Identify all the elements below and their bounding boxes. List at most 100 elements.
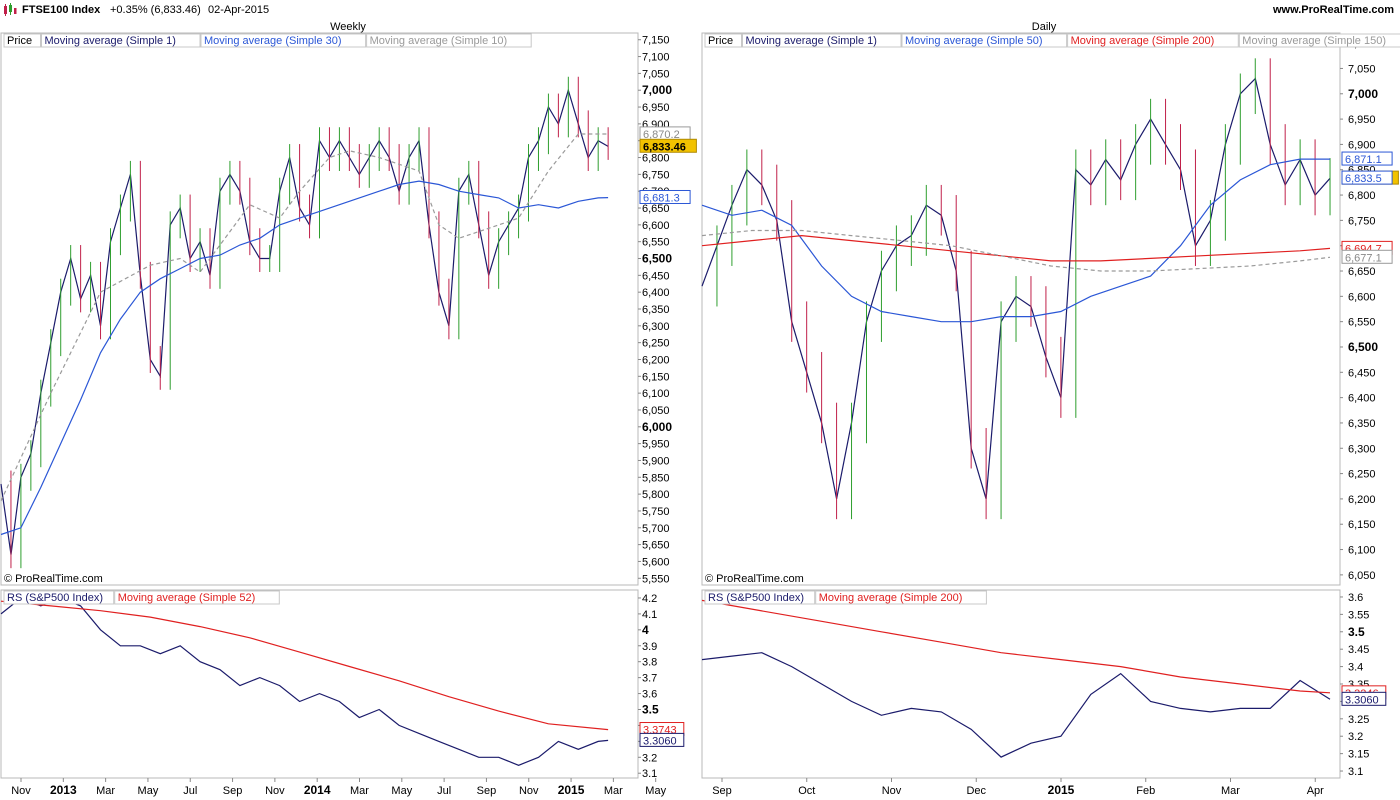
y-tick-label: 3.6: [642, 689, 657, 701]
y-tick-label: 3.9: [642, 641, 657, 653]
y-tick-label: 6,650: [642, 203, 670, 215]
legend-box: [200, 33, 367, 48]
y-tick-label: 7,050: [1348, 63, 1376, 75]
x-tick-label: Dec: [966, 785, 986, 797]
title-bar: FTSE100 Index +0.35% (6,833.46) 02-Apr-2…: [0, 0, 1400, 20]
y-tick-label: 7,100: [642, 52, 670, 64]
value-tag-label: 3.3060: [1345, 694, 1379, 706]
y-tick-label: 6,600: [1348, 291, 1376, 303]
y-tick-label: 3.7: [642, 673, 657, 685]
value-tag-label: 6,871.1: [1345, 154, 1382, 166]
y-tick-label: 6,350: [1348, 418, 1376, 430]
y-tick-label: 3.5: [642, 702, 659, 716]
y-tick-label: 6,400: [642, 287, 670, 299]
y-tick-label: 5,850: [642, 472, 670, 484]
legend-entry: Moving average (Simple 1): [746, 35, 877, 47]
legend-box: [41, 33, 201, 48]
legend-entry: Moving average (Simple 150): [1242, 35, 1386, 47]
x-tick-label: 2013: [50, 783, 77, 797]
y-tick-label: 5,600: [642, 556, 670, 568]
panel-frame: [0, 32, 639, 586]
y-tick-label: 6,450: [1348, 367, 1376, 379]
legend-box: [366, 33, 532, 48]
y-tick-label: 6,800: [1348, 190, 1376, 202]
y-tick-label: 5,550: [642, 573, 670, 585]
y-tick-label: 6,300: [642, 321, 670, 333]
x-tick-label: Sep: [477, 785, 497, 797]
y-tick-label: 6,250: [1348, 469, 1376, 481]
y-tick-label: 3.8: [642, 657, 657, 669]
series-line-moving-average-simple-200-: [701, 234, 1331, 262]
y-tick-label: 3.55: [1348, 609, 1369, 621]
y-tick-label: 3.25: [1348, 714, 1369, 726]
series-line-moving-average-simple-52-: [0, 600, 609, 731]
panel-frame: [701, 589, 1341, 779]
x-tick-label: Jul: [183, 785, 197, 797]
y-tick-label: 3.1: [642, 768, 657, 780]
legend-box: [3, 590, 115, 605]
y-tick-label: 6,100: [642, 388, 670, 400]
site-link[interactable]: www.ProRealTime.com: [1272, 4, 1394, 16]
y-tick-label: 5,650: [642, 540, 670, 552]
watermark: © ProRealTime.com: [4, 573, 103, 585]
x-tick-label: Sep: [712, 785, 732, 797]
y-tick-label: 6,550: [1348, 317, 1376, 329]
y-tick-label: 6,000: [642, 420, 672, 434]
chart-canvas[interactable]: Weekly Daily 7,150 7,100 7,050 7,000 6,950 6,90…: [0, 20, 1400, 800]
y-tick-label: 6,600: [642, 220, 670, 232]
legend-entry: Moving average (Simple 1): [45, 35, 176, 47]
series-line-moving-average-simple-150-: [701, 229, 1331, 272]
x-tick-label: Mar: [604, 785, 623, 797]
value-tag-label: 6,870.2: [643, 129, 680, 141]
legend-entry: Moving average (Simple 10): [370, 35, 508, 47]
y-tick-label: 7,000: [1348, 87, 1378, 101]
y-tick-label: 6,200: [642, 354, 670, 366]
y-tick-label: 6,150: [642, 371, 670, 383]
x-tick-label: 2015: [558, 783, 585, 797]
panel-title-weekly: Weekly: [330, 21, 366, 33]
x-tick-label: Nov: [11, 785, 31, 797]
series-line-rs-s-p500-index-: [0, 597, 609, 766]
y-tick-label: 7,000: [642, 83, 672, 97]
x-tick-label: Mar: [350, 785, 369, 797]
y-tick-label: 6,650: [1348, 266, 1376, 278]
value-tag-label: 6,833.5: [1345, 173, 1382, 185]
x-tick-label: 2015: [1048, 783, 1075, 797]
y-tick-label: 3.5: [1348, 625, 1365, 639]
y-tick-label: 5,750: [642, 506, 670, 518]
y-tick-label: 6,950: [642, 102, 670, 114]
y-tick-label: 6,750: [642, 169, 670, 181]
y-tick-label: 7,150: [642, 35, 670, 47]
y-tick-label: 4.2: [642, 593, 657, 605]
value-tag: [1341, 691, 1387, 706]
x-tick-label: Feb: [1136, 785, 1155, 797]
y-tick-label: 4: [642, 623, 649, 637]
y-tick-label: 6,150: [1348, 519, 1376, 531]
y-tick-label: 6,500: [642, 252, 672, 266]
legend-box: [1238, 33, 1400, 48]
value-tag: [639, 189, 691, 204]
legend-entry: Moving average (Simple 52): [118, 592, 256, 604]
series-line-moving-average-simple-30-: [0, 180, 609, 536]
x-tick-label: Mar: [96, 785, 115, 797]
x-tick-label: Jul: [437, 785, 451, 797]
price-change: +0.35% (6,833.46): [110, 4, 201, 16]
x-tick-label: Nov: [519, 785, 539, 797]
y-tick-label: 3.45: [1348, 644, 1369, 656]
y-tick-label: 5,700: [642, 523, 670, 535]
y-tick-label: 6,200: [1348, 494, 1376, 506]
x-tick-label: Sep: [223, 785, 243, 797]
legend-box: [742, 33, 902, 48]
value-tag-label: 6,677.1: [1345, 252, 1382, 264]
value-tag: [639, 732, 685, 747]
y-tick-label: 3.15: [1348, 749, 1369, 761]
value-tag: [1341, 151, 1393, 166]
legend-entry: Price: [7, 35, 32, 47]
series-line-moving-average-simple-10-: [0, 133, 609, 502]
legend-box: [1067, 33, 1239, 48]
value-tag: [1341, 249, 1393, 264]
y-tick-label: 3.2: [1348, 731, 1363, 743]
panel-title-daily: Daily: [1032, 21, 1057, 33]
series-line-moving-average-simple-200-: [701, 599, 1331, 694]
y-tick-label: 3.6: [1348, 592, 1363, 604]
